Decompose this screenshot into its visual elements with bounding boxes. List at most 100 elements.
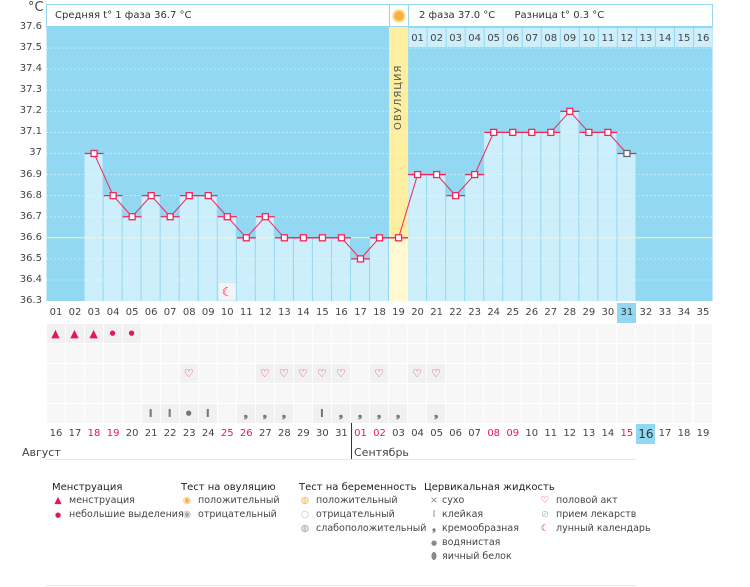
icon-cell-empty	[160, 344, 179, 363]
menstruation-light-icon: ●	[122, 324, 141, 343]
icon-cell-empty	[560, 384, 579, 403]
phase2-day-cell	[484, 28, 503, 47]
temperature-point	[604, 128, 612, 137]
temperature-point	[432, 170, 441, 179]
calendar-date: 16	[49, 428, 63, 439]
legend-item: ⊘ прием лекарств	[537, 509, 636, 520]
phase2-day-cell	[598, 28, 617, 47]
temperature-bar	[579, 132, 598, 302]
calendar-date: 28	[277, 428, 291, 439]
icon-cell-empty	[503, 404, 522, 423]
icon-cell-empty	[84, 384, 103, 403]
icon-cell-empty	[160, 384, 179, 403]
legend-item: × сухо	[426, 495, 464, 506]
egg-white-icon: ⬮	[431, 551, 437, 562]
cycle-day-number: 20	[411, 307, 424, 318]
legend-label: небольшие выделения	[69, 509, 184, 520]
icon-cell-empty	[198, 384, 217, 403]
calendar-date: 20	[125, 428, 139, 439]
phase2-day-cell	[408, 28, 427, 47]
icon-cell-empty	[617, 364, 636, 383]
temperature-point	[166, 213, 174, 221]
lunar-cell	[218, 283, 236, 301]
phase2-day-number: 14	[658, 33, 672, 44]
temperature-point	[90, 149, 98, 158]
icon-cell-empty	[484, 324, 503, 343]
phase2-day-number: 07	[525, 33, 539, 44]
icon-cell-empty	[465, 384, 484, 403]
temperature-point	[566, 107, 574, 115]
icon-cell-empty	[160, 324, 179, 343]
icon-cell-empty	[427, 384, 446, 403]
icon-cell-empty	[179, 324, 198, 343]
heart-icon: ♡	[408, 364, 427, 383]
month-august: Август	[22, 446, 61, 459]
icon-cell-empty	[408, 384, 427, 403]
icon-cell-empty	[465, 404, 484, 423]
icon-cell-empty	[598, 384, 617, 403]
icon-cell-empty	[408, 344, 427, 363]
calendar-date: 04	[411, 428, 424, 439]
temperature-chart: ☾	[46, 27, 713, 302]
icon-cell-empty	[370, 384, 388, 403]
icon-cell-empty	[236, 344, 255, 363]
icon-cell-empty	[389, 324, 408, 343]
temperature-bar	[446, 195, 465, 302]
temperature-bar	[503, 132, 522, 302]
phase2-day-number: 16	[696, 33, 710, 44]
icon-cell-empty	[103, 404, 122, 423]
temperature-bar	[541, 132, 560, 302]
icon-cell-empty	[312, 344, 331, 363]
phase2-day-cell	[579, 28, 598, 47]
creamy-icon: ❟	[274, 404, 293, 423]
icon-cell-empty	[522, 404, 541, 423]
legend-label: положительный	[198, 495, 280, 506]
phase2-average: 2 фаза 37.0 °C	[419, 10, 496, 21]
phase2-day-cell	[636, 28, 655, 47]
icon-cell-empty	[522, 324, 541, 343]
icon-cell-empty	[636, 384, 655, 403]
heavy-drop-icon: ▲	[54, 495, 62, 506]
icon-cell-empty	[84, 344, 103, 363]
menstruation-heavy-icon: ▲	[65, 324, 84, 343]
heart-icon: ♡	[540, 495, 550, 506]
icon-cell-empty	[255, 324, 274, 343]
legend-item: ◍ слабоположительный	[297, 523, 427, 534]
moon-icon: ☾	[222, 285, 233, 299]
icon-cell-empty	[141, 384, 160, 403]
icon-cell-empty	[350, 364, 369, 383]
calendar-date: 13	[582, 428, 596, 439]
icon-cell-empty	[598, 364, 617, 383]
heart-icon: ♡	[293, 364, 312, 383]
heart-icon: ♡	[179, 364, 198, 383]
calendar-date: 18	[677, 428, 691, 439]
heart-icon: ♡	[370, 364, 388, 383]
icon-cell-empty	[312, 384, 331, 403]
cycle-day-number: 35	[696, 307, 710, 318]
cycle-day-number: 25	[506, 307, 520, 318]
icon-cell-empty	[179, 384, 198, 403]
icon-cell-empty	[65, 384, 84, 403]
icon-cell-empty	[293, 344, 312, 363]
icon-cell-empty	[560, 344, 579, 363]
icon-cell-empty	[331, 324, 350, 343]
phase2-day-cell	[617, 28, 636, 47]
y-tick-label: 37.6	[19, 21, 42, 32]
temperature-point	[356, 255, 365, 263]
icon-cell-empty	[503, 324, 522, 343]
icon-cell-empty	[484, 404, 503, 423]
sticky-icon: I	[312, 404, 331, 423]
ovulation-label: ОВУЛЯЦИЯ	[393, 64, 404, 131]
cycle-day-number: 27	[544, 307, 558, 318]
icon-cell-empty	[465, 344, 484, 363]
temperature-point	[451, 191, 460, 200]
icon-cell-empty	[141, 344, 160, 363]
icon-cell-empty	[503, 384, 522, 403]
icon-cell-empty	[217, 384, 236, 403]
moon-icon: ☾	[540, 523, 550, 534]
phase2-day-number: 09	[563, 33, 577, 44]
icon-cell-empty	[274, 344, 293, 363]
icon-cell-empty	[255, 384, 274, 403]
ovulation-band	[389, 27, 409, 302]
